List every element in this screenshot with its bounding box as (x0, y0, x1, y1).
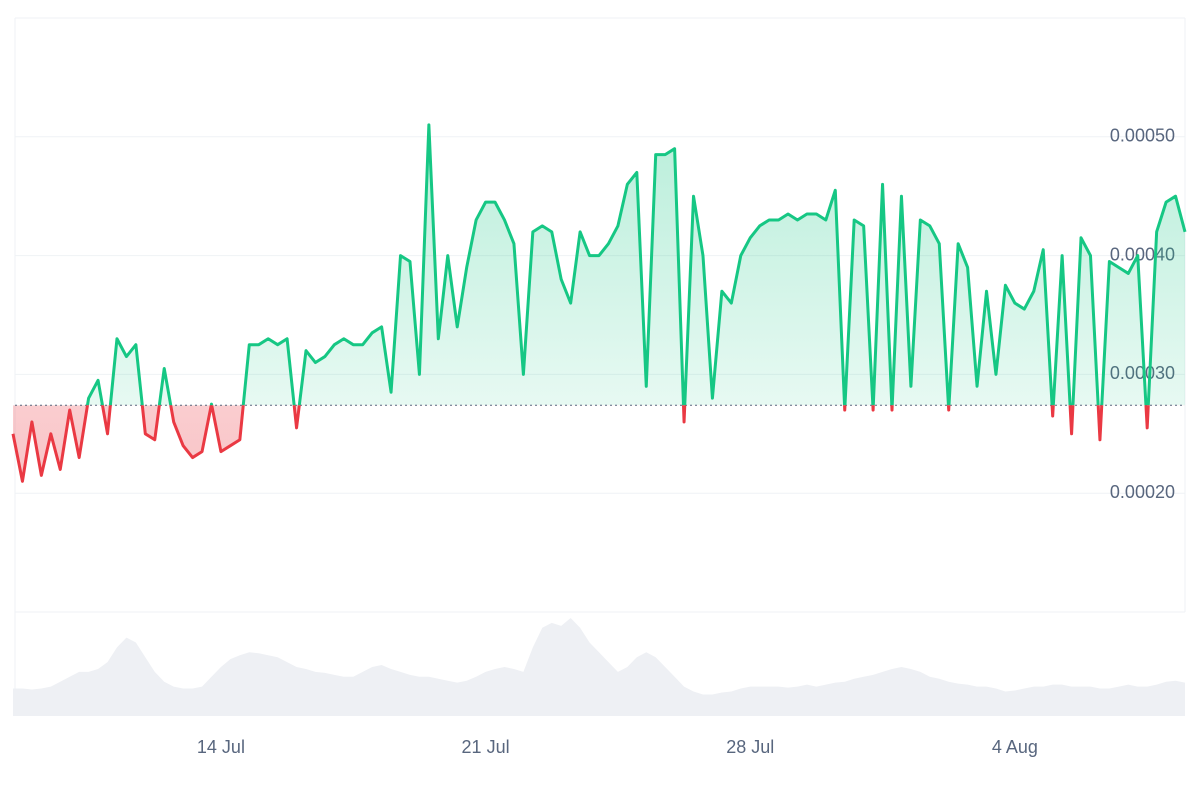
x-tick-label: 4 Aug (992, 737, 1038, 757)
y-tick-label: 0.00050 (1110, 126, 1175, 146)
x-tick-label: 14 Jul (197, 737, 245, 757)
line-up (85, 123, 1187, 406)
volume-area (13, 618, 1185, 716)
line-down (11, 405, 1150, 483)
y-tick-label: 0.00020 (1110, 482, 1175, 502)
x-tick-label: 21 Jul (462, 737, 510, 757)
area-up (87, 124, 1185, 406)
x-tick-label: 28 Jul (726, 737, 774, 757)
